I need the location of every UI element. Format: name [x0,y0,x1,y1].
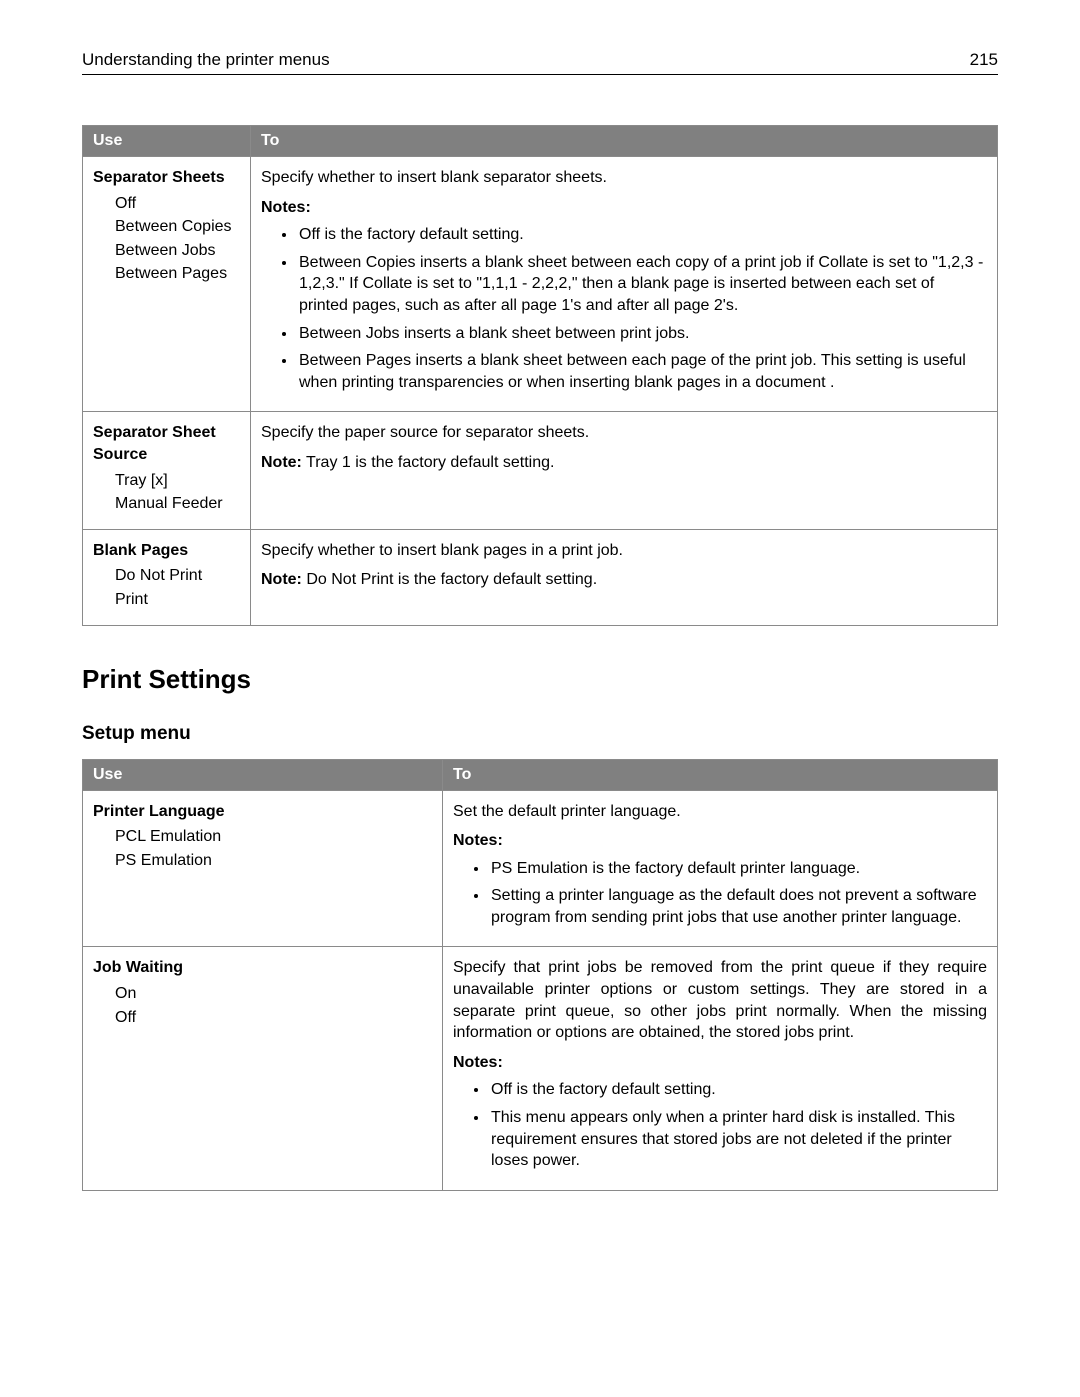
setting-options: Do Not Print Print [93,565,240,610]
note-item: Off is the factory default setting. [297,224,987,246]
col-header-use: Use [83,126,251,157]
notes-label: Notes: [453,830,987,852]
setting-description: Specify that print jobs be removed from … [453,957,987,1043]
setting-description: Specify the paper source for separator s… [261,422,987,444]
to-cell: Set the default printer language. Notes:… [443,790,998,947]
option: Between Copies [115,216,240,238]
subsection-heading: Setup menu [82,723,998,745]
option: Print [115,589,240,611]
setting-description: Specify whether to insert blank pages in… [261,540,987,562]
use-cell: Job Waiting On Off [83,947,443,1190]
note-body: Do Not Print is the factory default sett… [302,571,597,588]
header-page-number: 215 [970,50,998,70]
option: PCL Emulation [115,826,432,848]
setting-description: Set the default printer language. [453,801,987,823]
setting-options: PCL Emulation PS Emulation [93,826,432,871]
col-header-to: To [443,759,998,790]
setting-title: Separator Sheet Source [93,422,240,465]
option: Between Pages [115,263,240,285]
note-prefix: Note: [261,454,302,471]
document-page: Understanding the printer menus 215 Use … [0,0,1080,1289]
table-header-row: Use To [83,126,998,157]
option: PS Emulation [115,850,432,872]
page-header: Understanding the printer menus 215 [82,50,998,75]
table-row: Blank Pages Do Not Print Print Specify w… [83,529,998,625]
note-item: Off is the factory default setting. [489,1079,987,1101]
notes-list: PS Emulation is the factory default prin… [453,858,987,929]
to-cell: Specify that print jobs be removed from … [443,947,998,1190]
option: Do Not Print [115,565,240,587]
option: Between Jobs [115,240,240,262]
use-cell: Separator Sheet Source Tray [x] Manual F… [83,412,251,529]
use-cell: Printer Language PCL Emulation PS Emulat… [83,790,443,947]
setting-options: Off Between Copies Between Jobs Between … [93,193,240,285]
note-prefix: Note: [261,571,302,588]
col-header-use: Use [83,759,443,790]
table-header-row: Use To [83,759,998,790]
option: On [115,983,432,1005]
table-row: Separator Sheets Off Between Copies Betw… [83,157,998,412]
option: Off [115,1007,432,1029]
setting-title: Printer Language [93,801,432,823]
note-single: Note: Tray 1 is the factory default sett… [261,452,987,474]
note-item: Setting a printer language as the defaul… [489,885,987,928]
notes-label: Notes: [453,1052,987,1074]
use-cell: Blank Pages Do Not Print Print [83,529,251,625]
table-row: Job Waiting On Off Specify that print jo… [83,947,998,1190]
setting-options: Tray [x] Manual Feeder [93,470,240,515]
option: Off [115,193,240,215]
option: Manual Feeder [115,493,240,515]
to-cell: Specify whether to insert blank separato… [251,157,998,412]
note-item: This menu appears only when a printer ha… [489,1107,987,1172]
notes-label: Notes: [261,197,987,219]
header-title: Understanding the printer menus [82,50,330,70]
setting-title: Job Waiting [93,957,432,979]
note-item: Between Copies inserts a blank sheet bet… [297,252,987,317]
to-cell: Specify the paper source for separator s… [251,412,998,529]
note-body: Tray 1 is the factory default setting. [302,454,555,471]
option: Tray [x] [115,470,240,492]
setup-menu-table: Use To Printer Language PCL Emulation PS… [82,759,998,1191]
note-item: Between Pages inserts a blank sheet betw… [297,350,987,393]
table-row: Printer Language PCL Emulation PS Emulat… [83,790,998,947]
section-heading: Print Settings [82,664,998,695]
setting-options: On Off [93,983,432,1028]
note-item: Between Jobs inserts a blank sheet betwe… [297,323,987,345]
note-item: PS Emulation is the factory default prin… [489,858,987,880]
separator-settings-table: Use To Separator Sheets Off Between Copi… [82,125,998,626]
use-cell: Separator Sheets Off Between Copies Betw… [83,157,251,412]
setting-title: Blank Pages [93,540,240,562]
notes-list: Off is the factory default setting. Betw… [261,224,987,393]
note-single: Note: Do Not Print is the factory defaul… [261,569,987,591]
table-row: Separator Sheet Source Tray [x] Manual F… [83,412,998,529]
col-header-to: To [251,126,998,157]
setting-description: Specify whether to insert blank separato… [261,167,987,189]
to-cell: Specify whether to insert blank pages in… [251,529,998,625]
setting-title: Separator Sheets [93,167,240,189]
notes-list: Off is the factory default setting. This… [453,1079,987,1171]
